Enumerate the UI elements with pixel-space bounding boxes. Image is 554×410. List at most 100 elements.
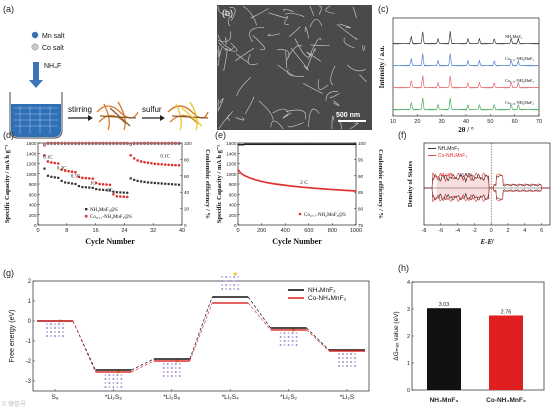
atom-dot xyxy=(338,361,340,363)
sem-fiber xyxy=(258,100,274,120)
atom-dot xyxy=(162,363,165,365)
dos-plot-frame xyxy=(423,142,551,226)
sem-fiber xyxy=(306,48,316,70)
rate-y-tick-label: 400 xyxy=(29,203,37,208)
panel-label-c: (c) xyxy=(378,4,389,14)
rate-ce-point xyxy=(146,142,150,146)
rate-ce-point xyxy=(112,142,115,146)
sulfur-label: sulfur xyxy=(142,105,162,114)
arrow-sulfur-head xyxy=(160,115,165,121)
atom-dot xyxy=(346,353,348,355)
rate-ce-point xyxy=(81,142,84,146)
sem-fiber xyxy=(235,53,250,64)
cycle-y2-axis-label: Coulombic efficiency / % xyxy=(377,149,384,219)
atom-dot xyxy=(54,335,56,337)
sem-fiber xyxy=(252,35,266,51)
rate-ce-point xyxy=(153,141,157,145)
rate-ce-point xyxy=(74,141,77,145)
rate-capacity-point xyxy=(119,191,122,194)
atom-dot xyxy=(46,327,48,329)
energy-y-tick-label: 2 xyxy=(28,279,32,285)
rate-capacity-point xyxy=(67,169,70,173)
rate-capacity-point xyxy=(98,188,101,191)
rate-capacity-point xyxy=(50,175,53,178)
panel-h: (h) 3.03 2.76 NH₄MnF₃ Co-NH₄MnF₃ 0 1 2 3 4 ΔGₘₐ… xyxy=(393,263,545,404)
rate-ce-point xyxy=(63,142,67,146)
atom-dot xyxy=(162,367,165,369)
rate-ce-point xyxy=(119,141,122,145)
xrd-series-group xyxy=(392,31,540,111)
xrd-x-tick-label: 70 xyxy=(536,119,542,125)
rate-capacity-point xyxy=(146,181,150,184)
energy-y-tick-label: -2 xyxy=(26,359,32,365)
rate-capacity-point xyxy=(139,180,143,183)
rate-y-tick-label: 0 xyxy=(34,223,37,228)
rate-capacity-point xyxy=(129,177,132,180)
atom-dot xyxy=(233,284,236,286)
xrd-y-axis-label: Intensity / a.u. xyxy=(378,45,386,88)
rate-series-group: 0.1C 0.2C 0.5C 1C 2C 0.1C xyxy=(43,141,181,199)
beaker-grid xyxy=(14,106,58,134)
atom-dot xyxy=(116,382,119,384)
atom-dot xyxy=(112,386,115,388)
sem-fiber xyxy=(218,117,230,130)
rate-y-tick-label: 800 xyxy=(29,182,37,187)
energy-connector xyxy=(72,320,96,373)
atom-dot xyxy=(233,280,236,282)
rate-ce-point xyxy=(156,142,160,146)
bar-y-tick-label: 0 xyxy=(407,388,410,394)
sem-fiber xyxy=(339,23,351,29)
rate-capacity-point xyxy=(56,162,60,165)
energy-connector xyxy=(306,327,330,351)
sem-fiber xyxy=(225,37,227,45)
panel-a: (a) Mn salt Co salt NH₄F stirring sulfur xyxy=(3,4,209,139)
sem-fiber xyxy=(329,93,340,99)
crystal-structure-icon xyxy=(46,319,64,337)
rate-capacity-point xyxy=(112,192,115,196)
cycle-y2-tick-label: 80 xyxy=(358,207,364,212)
sem-fiber xyxy=(267,33,280,37)
rate-ce-point xyxy=(60,141,64,145)
rate-ce-point xyxy=(122,142,126,146)
sem-fiber xyxy=(283,8,294,12)
atom-dot xyxy=(350,361,352,363)
rate-capacity-point xyxy=(153,181,156,185)
rate-capacity-point xyxy=(150,181,153,184)
sem-fiber xyxy=(306,51,322,62)
cycle-capacity-point xyxy=(354,190,357,192)
atom-dot xyxy=(120,378,123,380)
rate-capacity-point xyxy=(77,175,81,179)
rate-ce-point xyxy=(108,142,112,146)
rate-ce-point xyxy=(74,142,77,146)
sem-fiber xyxy=(235,117,245,121)
panel-g: (g) S₈ *Li₂S₈ *Li₂S₆ *Li₂S₄ *Li₂S₂ *Li₂S -3 -2 -… xyxy=(3,268,370,401)
rate-capacity-point xyxy=(177,163,181,167)
atom-dot xyxy=(283,340,286,342)
cycle-y2-tick-label: 100 xyxy=(358,141,366,146)
sem-scale-label: 500 nm xyxy=(336,112,360,119)
atom-dot xyxy=(287,340,290,342)
atom-dot xyxy=(221,288,224,290)
xrd-x-axis-label: 2θ / ° xyxy=(458,126,474,134)
nanofiber-cluster-icon xyxy=(96,101,139,131)
rate-ce-point xyxy=(146,141,150,145)
sem-fiber xyxy=(217,45,220,66)
atom-dot xyxy=(342,361,344,363)
cycle-y-tick-label: 800 xyxy=(229,182,237,187)
atom-dot xyxy=(162,375,165,377)
sem-fiber xyxy=(336,23,358,40)
atom-dot xyxy=(178,375,181,377)
atom-dot xyxy=(279,336,282,338)
atom-dot xyxy=(237,284,240,286)
energy-x-tick-label: *Li₂S₈ xyxy=(105,394,122,401)
rate-ce-point xyxy=(174,141,177,145)
xrd-series-label: Co₀.₂₃-NH₄MnF₃ xyxy=(505,100,534,105)
energy-y-tick-label: 1 xyxy=(28,299,32,305)
cycle-x-tick-label: 0 xyxy=(236,228,239,234)
sem-fiber xyxy=(223,48,228,71)
rate-capacity-point xyxy=(105,183,108,186)
cycle-y-tick-label: 1600 xyxy=(226,141,237,146)
rate-y-tick-label: 1200 xyxy=(26,162,37,167)
bar xyxy=(489,315,523,390)
sem-fiber xyxy=(272,108,289,114)
